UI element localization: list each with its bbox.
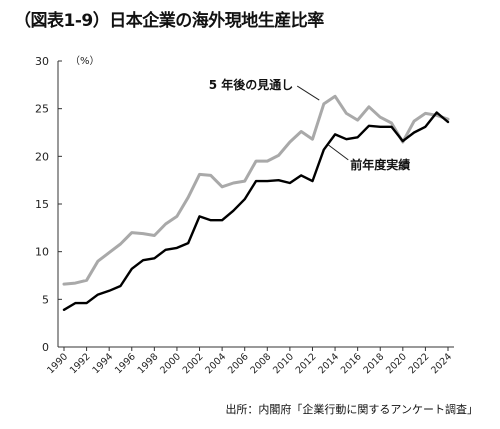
x-tick-label: 1992 bbox=[68, 351, 93, 376]
y-tick-label: 5 bbox=[42, 293, 49, 306]
x-tick-label: 2006 bbox=[226, 351, 251, 376]
x-tick-label: 1990 bbox=[45, 351, 70, 376]
chart-title: （図表1-9）日本企業の海外現地生産比率 bbox=[14, 11, 324, 31]
y-tick-label: 25 bbox=[35, 103, 49, 116]
y-unit-label: （%） bbox=[70, 55, 100, 67]
x-tick-label: 2010 bbox=[271, 351, 296, 376]
x-tick-label: 1994 bbox=[90, 351, 115, 376]
actual-series-label: 前年度実績 bbox=[350, 157, 410, 172]
source-note: 出所：内閣府「企業行動に関するアンケート調査」 bbox=[225, 403, 478, 416]
actual-leader-line bbox=[327, 144, 349, 161]
x-tick-label: 2014 bbox=[316, 351, 341, 376]
series-layer bbox=[62, 94, 450, 311]
x-tick-label: 1996 bbox=[113, 351, 138, 376]
y-tick-label: 20 bbox=[35, 150, 49, 163]
x-tick-label: 2020 bbox=[384, 351, 409, 376]
x-tick-label: 2016 bbox=[339, 351, 364, 376]
x-tick-label: 2024 bbox=[429, 351, 454, 376]
x-tick-label: 2022 bbox=[407, 351, 432, 376]
forecast-series-line bbox=[62, 94, 450, 286]
y-tick-label: 30 bbox=[35, 55, 49, 68]
x-tick-label: 2004 bbox=[203, 351, 228, 376]
forecast-leader-line bbox=[296, 85, 320, 101]
y-tick-label: 15 bbox=[35, 198, 49, 211]
x-tick-label: 1998 bbox=[136, 351, 161, 376]
y-tick-label: 0 bbox=[42, 341, 49, 354]
x-tick-label: 2012 bbox=[294, 351, 319, 376]
x-tick-label: 2000 bbox=[158, 351, 183, 376]
x-tick-label: 2008 bbox=[249, 351, 274, 376]
forecast-series-label: 5 年後の見通し bbox=[209, 77, 294, 92]
actual-series-line bbox=[62, 111, 450, 311]
x-tick-label: 2018 bbox=[361, 351, 386, 376]
x-tick-label: 2002 bbox=[181, 351, 206, 376]
y-tick-label: 10 bbox=[35, 246, 49, 259]
